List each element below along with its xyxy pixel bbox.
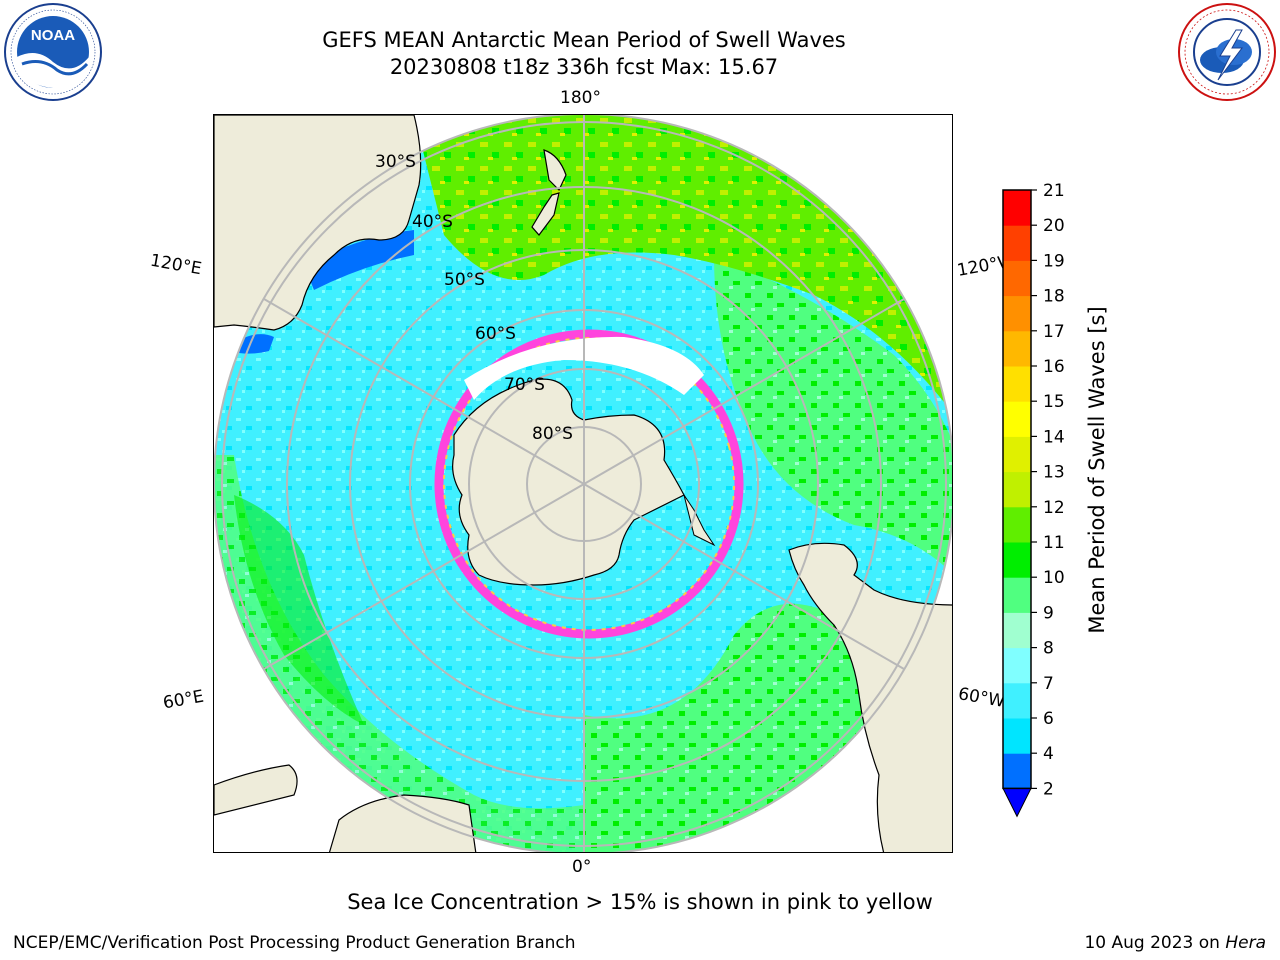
lat-label-70s: 70°S	[504, 375, 545, 395]
colorbar-tick-label: 14	[1043, 427, 1065, 447]
colorbar-tick-label: 13	[1043, 463, 1065, 483]
colorbar-tick-label: 6	[1043, 709, 1054, 729]
colorbar-tick-label: 18	[1043, 287, 1065, 307]
antarctica	[452, 378, 716, 586]
colorbar-segment	[1003, 330, 1031, 367]
colorbar-tick-label: 15	[1043, 392, 1065, 412]
colorbar-tick-label: 16	[1043, 357, 1065, 377]
colorbar-segment	[1003, 647, 1031, 684]
footer-date-text: 10 Aug 2023 on	[1084, 933, 1220, 953]
colorbar-segment	[1003, 401, 1031, 437]
lat-label-30s: 30°S	[375, 152, 416, 172]
colorbar-tick-label: 17	[1043, 322, 1065, 342]
graticule	[214, 115, 952, 852]
colorbar-segment	[1003, 260, 1031, 297]
colorbar-tick-label: 2	[1043, 779, 1054, 799]
lat-label-80s: 80°S	[532, 424, 573, 444]
colorbar-segment	[1003, 753, 1031, 789]
colorbar-tick-label: 10	[1043, 568, 1065, 588]
colorbar-segment	[1003, 506, 1031, 543]
lat-label-60s: 60°S	[475, 324, 516, 344]
colorbar-label: Mean Period of Swell Waves [s]	[1085, 306, 1109, 634]
lat-label-50s: 50°S	[444, 270, 485, 290]
lat-label-40s: 40°S	[412, 212, 453, 232]
colorbar: 2 4 6 7 8 9 10 11 12 13 14 15 16 17 18 19 20 21	[995, 180, 1085, 826]
nws-logo	[1178, 3, 1276, 101]
colorbar-tick-label: 21	[1043, 181, 1065, 201]
footer-machine: Hera	[1225, 933, 1266, 953]
colorbar-tick-label: 4	[1043, 744, 1054, 764]
footer-credit: NCEP/EMC/Verification Post Processing Pr…	[13, 933, 576, 953]
colorbar-outline	[1002, 189, 1032, 790]
colorbar-segment	[1003, 577, 1031, 613]
colorbar-tick-label: 11	[1043, 533, 1065, 553]
colorbar-segment	[1003, 295, 1031, 332]
colorbar-tick-label: 9	[1043, 603, 1054, 623]
colorbar-tick-label: 20	[1043, 216, 1065, 236]
noaa-logo-text: NOAA	[31, 27, 75, 44]
chart-title: GEFS MEAN Antarctic Mean Period of Swell…	[322, 28, 846, 52]
colorbar-segment	[1003, 436, 1031, 473]
colorbar-segment	[1003, 542, 1031, 578]
colorbar-tick-label: 19	[1043, 251, 1065, 271]
land-masses	[214, 115, 952, 852]
colorbar-extend-arrow	[1002, 787, 1032, 818]
colorbar-segment	[1003, 612, 1031, 649]
colorbar-tick-label: 8	[1043, 639, 1054, 659]
footer-date: 10 Aug 2023 on Hera	[1084, 933, 1266, 953]
sea-ice-caption: Sea Ice Concentration > 15% is shown in …	[347, 890, 933, 914]
map-panel: 30°S 40°S 50°S 60°S 70°S 80°S	[213, 114, 953, 853]
colorbar-segment	[1003, 366, 1031, 402]
lon-label-180: 180°	[560, 88, 601, 108]
colorbar-segment	[1003, 682, 1031, 719]
chart-subtitle: 20230808 t18z 336h fcst Max: 15.67	[389, 55, 779, 79]
lon-label-60e: 60°E	[161, 686, 206, 714]
colorbar-segment	[1003, 718, 1031, 754]
colorbar-segment	[1003, 471, 1031, 508]
lon-label-120e: 120°E	[148, 250, 204, 280]
colorbar-tick-label: 7	[1043, 674, 1054, 694]
colorbar-segment	[1003, 225, 1031, 261]
noaa-logo: NOAA	[4, 3, 102, 101]
sea-ice-edge	[434, 329, 744, 639]
colorbar-svg: 2 4 6 7 8 9 10 11 12 13 14 15 16 17 18 19 20 21	[1002, 181, 1065, 818]
colorbar-segment	[1003, 190, 1031, 226]
colorbar-tick-label: 12	[1043, 498, 1065, 518]
lon-label-0: 0°	[572, 857, 592, 877]
